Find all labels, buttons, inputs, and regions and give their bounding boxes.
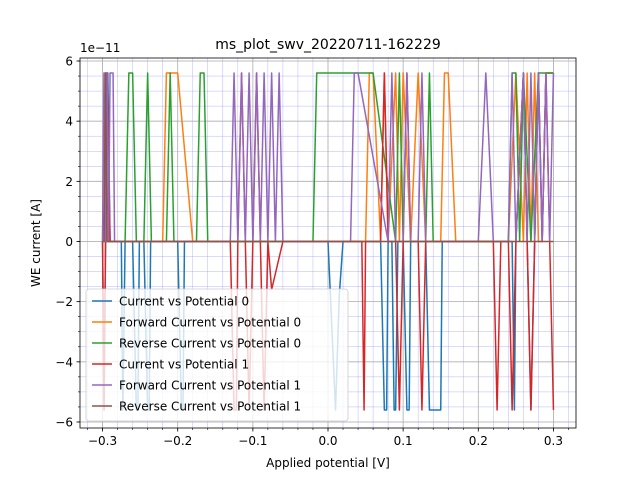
y-axis-offset-label: 1e−11 — [80, 41, 120, 55]
series-line-5 — [102, 72, 554, 243]
y-tick-label: 2 — [65, 175, 73, 189]
y-tick-label: −2 — [55, 295, 73, 309]
legend-box — [85, 288, 349, 422]
y-axis-label: WE current [A] — [29, 199, 43, 287]
x-tick-label: 0.1 — [394, 434, 413, 448]
y-tick-label: −6 — [55, 415, 73, 429]
y-tick-label: −4 — [55, 355, 73, 369]
legend: Current vs Potential 0 Forward Current vs… — [85, 288, 349, 422]
legend-label-5: Reverse Current vs Potential 1 — [119, 400, 301, 414]
legend-label-3: Current vs Potential 1 — [119, 358, 249, 372]
x-tick-label: −0.3 — [88, 434, 117, 448]
x-tick-label: 0.0 — [318, 434, 337, 448]
chart-title: ms_plot_swv_20220711-162229 — [215, 37, 441, 53]
x-axis-label: Applied potential [V] — [266, 456, 390, 470]
legend-label-0: Current vs Potential 0 — [119, 295, 249, 309]
legend-label-4: Forward Current vs Potential 1 — [119, 379, 301, 393]
y-tick-label: 4 — [65, 115, 73, 129]
x-axis-ticks: −0.3 −0.2 −0.1 0.0 0.1 0.2 0.3 — [87, 428, 569, 448]
x-tick-label: −0.2 — [163, 434, 192, 448]
series-group — [101, 72, 555, 411]
x-tick-label: 0.2 — [469, 434, 488, 448]
x-tick-label: 0.3 — [544, 434, 563, 448]
x-tick-label: −0.1 — [238, 434, 267, 448]
y-tick-label: 0 — [65, 235, 73, 249]
y-axis-ticks: −6 −4 −2 0 2 4 6 — [55, 55, 80, 429]
legend-label-1: Forward Current vs Potential 0 — [119, 316, 301, 330]
legend-label-2: Reverse Current vs Potential 0 — [119, 337, 301, 351]
y-tick-label: 6 — [65, 55, 73, 69]
